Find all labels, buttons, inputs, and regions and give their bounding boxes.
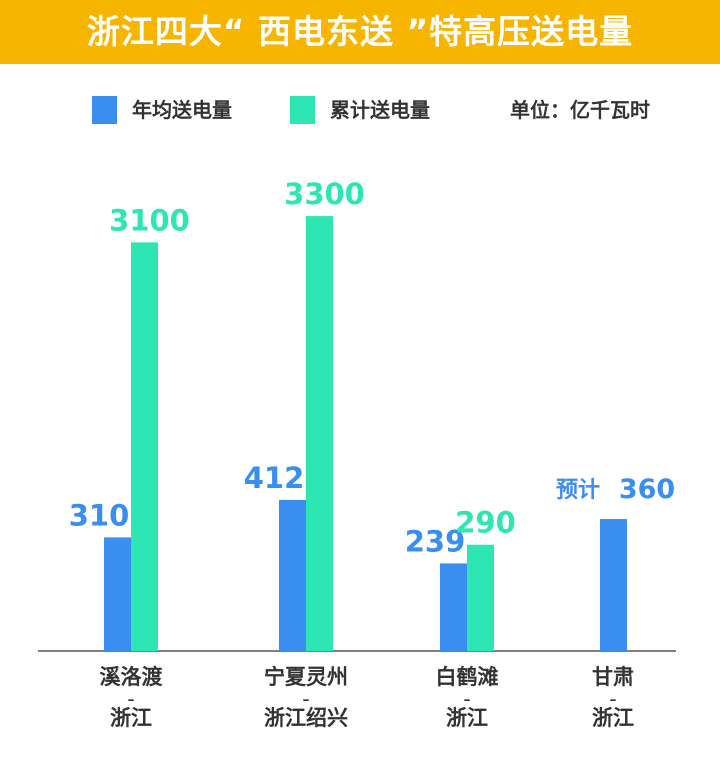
bar-annual-3	[600, 519, 627, 651]
bar-label-annual-2: 239	[405, 524, 466, 558]
category-label-0-1: –	[128, 692, 135, 708]
bar-annual-2	[440, 563, 467, 651]
unit-label: 单位：亿千瓦时	[510, 98, 650, 122]
legend-swatch-annual	[92, 96, 117, 124]
bar-cumulative-0	[131, 242, 158, 652]
category-label-1-2: 浙江绍兴	[264, 705, 348, 730]
category-label-2-0: 白鹤滩	[436, 664, 499, 689]
bar-annual-0	[104, 537, 131, 651]
bar-label-annual-3: 360	[619, 474, 675, 505]
bar-label-prefix-3: 预计	[556, 478, 600, 503]
bar-cumulative-2	[467, 544, 494, 651]
category-label-1-1: –	[303, 692, 310, 708]
category-label-0-2: 浙江	[110, 705, 152, 730]
category-label-2-2: 浙江	[446, 705, 488, 730]
category-label-2-1: –	[464, 692, 471, 708]
category-label-3-0: 甘肃	[592, 664, 634, 689]
legend-swatch-cumulative	[290, 96, 315, 124]
bar-label-annual-0: 310	[69, 498, 130, 532]
bar-annual-1	[279, 500, 306, 651]
bar-label-annual-1: 412	[244, 461, 305, 495]
title-bar	[0, 0, 720, 64]
bar-label-cumulative-0: 3100	[109, 203, 190, 237]
bar-label-cumulative-1: 3300	[284, 177, 365, 211]
legend-label-cumulative: 累计送电量	[330, 98, 430, 122]
category-label-1-0: 宁夏灵州	[264, 664, 348, 689]
category-label-3-2: 浙江	[592, 705, 634, 730]
category-label-0-0: 溪洛渡	[100, 664, 164, 689]
category-label-3-1: –	[610, 692, 617, 708]
bar-cumulative-1	[306, 216, 333, 651]
legend-label-annual: 年均送电量	[132, 98, 232, 122]
bar-label-cumulative-2: 290	[455, 506, 516, 540]
chart-title: 浙江四大“ 西电东送 ”特高压送电量	[86, 12, 634, 51]
